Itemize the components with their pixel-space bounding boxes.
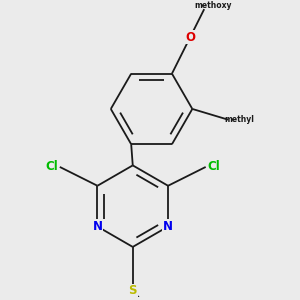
Text: S: S bbox=[128, 284, 137, 297]
Text: Cl: Cl bbox=[46, 160, 59, 173]
Text: Cl: Cl bbox=[207, 160, 220, 173]
Text: N: N bbox=[92, 220, 103, 233]
Text: O: O bbox=[185, 31, 195, 44]
Text: methyl: methyl bbox=[224, 115, 254, 124]
Text: methoxy: methoxy bbox=[195, 2, 232, 10]
Text: N: N bbox=[163, 220, 173, 233]
